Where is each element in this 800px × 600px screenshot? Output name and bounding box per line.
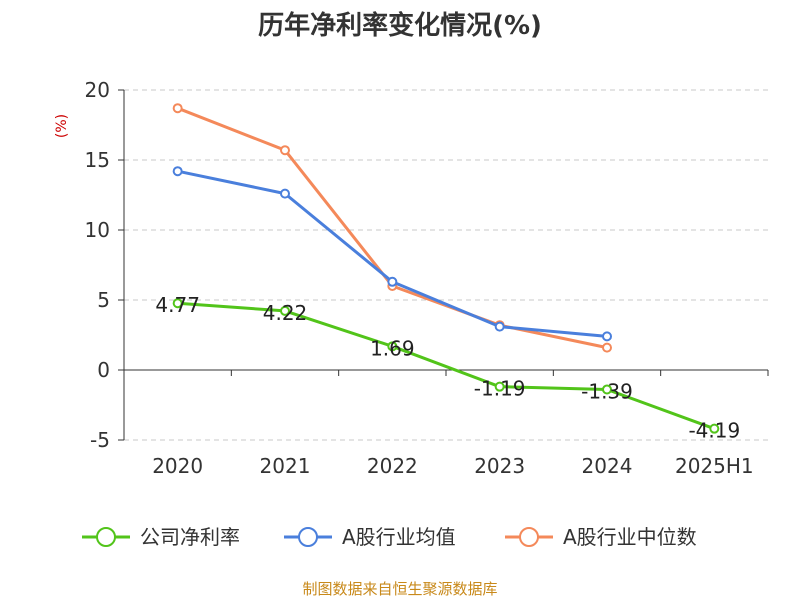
data-point xyxy=(172,298,183,309)
chart-title: 历年净利率变化情况(%) xyxy=(258,10,542,41)
data-point xyxy=(387,276,398,287)
y-axis-label: (%) xyxy=(54,114,70,138)
y-tick-label: 20 xyxy=(85,78,110,102)
data-point xyxy=(280,188,290,199)
series-lines xyxy=(172,103,720,434)
data-labels: 4.77 4.22 1.69 -1.19 -1.39 -4.19 xyxy=(155,293,740,442)
x-tick-labels: 2020 2021 2022 2023 2024 2025H1 xyxy=(152,454,753,478)
data-label: 4.22 xyxy=(263,301,308,325)
grid-lines xyxy=(124,89,768,441)
data-point xyxy=(602,331,612,342)
x-tick-label: 2024 xyxy=(582,454,633,478)
source-note: 制图数据来自恒生聚源数据库 xyxy=(302,580,497,598)
data-point xyxy=(709,423,720,434)
data-point xyxy=(280,145,290,156)
legend-marker xyxy=(519,527,539,547)
data-point xyxy=(387,341,398,352)
series-line xyxy=(177,301,715,431)
legend-marker xyxy=(298,527,318,547)
y-tick-label: 10 xyxy=(85,218,110,242)
series-line xyxy=(177,106,608,350)
data-point xyxy=(172,103,183,114)
x-tick-label: 2022 xyxy=(367,454,418,478)
data-point xyxy=(172,166,183,177)
legend-item-label[interactable]: A股行业中位数 xyxy=(563,525,697,549)
data-label: -1.39 xyxy=(581,379,633,403)
y-tick-labels: 20 15 10 5 0 -5 xyxy=(85,78,110,452)
x-tick-label: 2025H1 xyxy=(675,454,754,478)
data-label: 1.69 xyxy=(370,336,415,360)
x-tick-label: 2020 xyxy=(152,454,203,478)
y-tick-label: 5 xyxy=(97,288,110,312)
data-label: 4.77 xyxy=(155,293,200,317)
y-tick-label: 15 xyxy=(85,148,110,172)
series-line xyxy=(177,169,608,338)
data-point xyxy=(280,305,290,316)
legend-marker xyxy=(96,527,116,547)
data-point xyxy=(602,384,612,395)
data-point xyxy=(494,381,505,392)
y-tick-label: -5 xyxy=(90,428,110,452)
data-label: -1.19 xyxy=(474,377,526,401)
y-tick-label: 0 xyxy=(97,358,110,382)
x-tick-label: 2023 xyxy=(474,454,525,478)
data-label: -4.19 xyxy=(688,419,740,443)
legend-item-label[interactable]: A股行业均值 xyxy=(342,525,456,549)
legend-item-label[interactable]: 公司净利率 xyxy=(140,525,240,549)
data-point xyxy=(494,321,505,332)
legend[interactable]: 公司净利率 A股行业均值 A股行业中位数 xyxy=(82,525,697,549)
axes xyxy=(118,89,769,441)
data-point xyxy=(602,342,612,353)
x-tick-label: 2021 xyxy=(260,454,311,478)
